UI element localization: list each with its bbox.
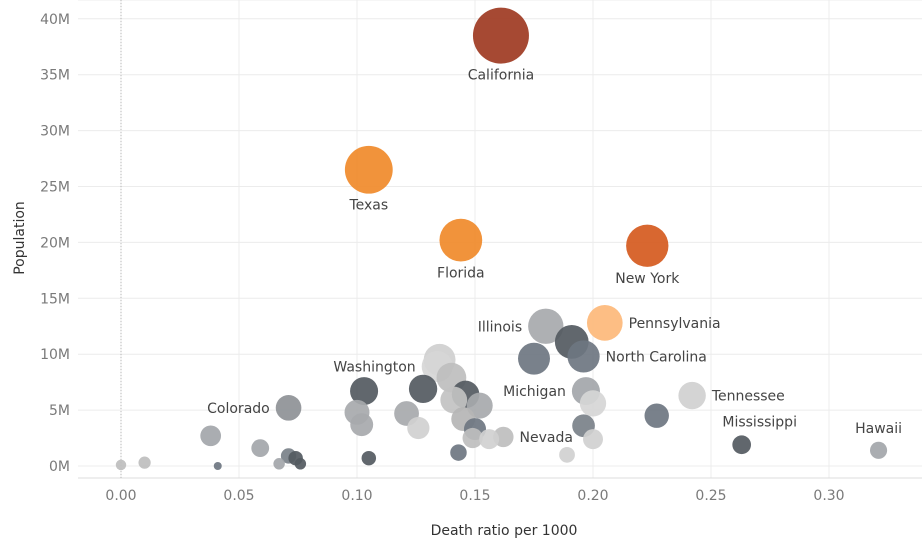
- point-label: Tennessee: [711, 389, 785, 405]
- x-tick-label: 0.00: [105, 488, 136, 504]
- point-label: Illinois: [478, 319, 522, 335]
- data-point[interactable]: [583, 429, 603, 450]
- y-tick-label: 35M: [40, 68, 70, 84]
- point-label: Nevada: [520, 430, 573, 446]
- data-point[interactable]: [200, 425, 222, 447]
- point-label: Michigan: [503, 384, 566, 400]
- data-point[interactable]: [528, 308, 564, 344]
- data-point[interactable]: [462, 427, 483, 449]
- point-label: Washington: [333, 359, 415, 375]
- data-point[interactable]: [466, 392, 493, 419]
- point-label: California: [468, 68, 534, 84]
- y-tick-label: 20M: [40, 235, 70, 251]
- point-label: North Carolina: [606, 349, 707, 365]
- point-label: Pennsylvania: [629, 316, 721, 332]
- data-point[interactable]: [213, 462, 222, 470]
- x-tick-label: 0.05: [223, 488, 254, 504]
- data-point[interactable]: [479, 429, 500, 450]
- x-tick-label: 0.10: [341, 488, 372, 504]
- data-point[interactable]: [344, 145, 393, 194]
- y-tick-label: 15M: [40, 291, 70, 307]
- x-axis-ticks: 0.00 0.05 0.10 0.15 0.20 0.25 0.30: [105, 488, 844, 504]
- x-tick-label: 0.15: [459, 488, 490, 504]
- y-tick-label: 30M: [40, 124, 70, 140]
- data-point[interactable]: [567, 340, 600, 373]
- y-axis-ticks: 0M 5M 10M 15M 20M 25M 30M 35M 40M: [40, 12, 70, 475]
- point-label: Mississippi: [722, 414, 797, 430]
- data-point[interactable]: [361, 450, 377, 466]
- data-point[interactable]: [115, 459, 127, 471]
- data-point[interactable]: [408, 374, 438, 404]
- data-point[interactable]: [518, 342, 550, 375]
- y-tick-label: 0M: [49, 459, 70, 475]
- y-tick-label: 10M: [40, 347, 70, 363]
- x-tick-label: 0.25: [695, 488, 726, 504]
- y-tick-label: 25M: [40, 180, 70, 196]
- point-label: Florida: [437, 266, 485, 282]
- data-point[interactable]: [472, 7, 529, 64]
- data-point[interactable]: [273, 458, 285, 470]
- data-point[interactable]: [440, 386, 468, 414]
- x-axis-title: Death ratio per 1000: [431, 523, 578, 539]
- point-label: Hawaii: [855, 421, 902, 437]
- data-point[interactable]: [251, 439, 270, 458]
- point-labels: California Texas Florida New York Pennsylvan…: [207, 68, 902, 446]
- point-label: Colorado: [207, 401, 270, 417]
- data-point[interactable]: [869, 441, 888, 459]
- point-label: Texas: [348, 198, 388, 214]
- x-tick-label: 0.30: [813, 488, 844, 504]
- data-point[interactable]: [586, 305, 623, 341]
- y-tick-label: 5M: [49, 403, 70, 419]
- data-point[interactable]: [407, 416, 430, 440]
- data-point[interactable]: [138, 456, 151, 469]
- data-points: [115, 7, 888, 471]
- data-point[interactable]: [644, 403, 669, 428]
- data-point[interactable]: [450, 444, 467, 461]
- data-point[interactable]: [350, 377, 379, 406]
- data-point[interactable]: [559, 446, 575, 463]
- data-point[interactable]: [350, 413, 374, 437]
- x-tick-label: 0.20: [577, 488, 608, 504]
- data-point[interactable]: [439, 218, 483, 262]
- data-point[interactable]: [275, 395, 302, 421]
- data-point[interactable]: [294, 458, 307, 470]
- data-point[interactable]: [678, 381, 706, 410]
- data-point[interactable]: [579, 390, 607, 417]
- y-tick-label: 40M: [40, 12, 70, 28]
- y-axis-title: Population: [12, 201, 28, 275]
- data-point[interactable]: [732, 435, 752, 455]
- data-point[interactable]: [626, 224, 669, 267]
- point-label: New York: [615, 271, 680, 287]
